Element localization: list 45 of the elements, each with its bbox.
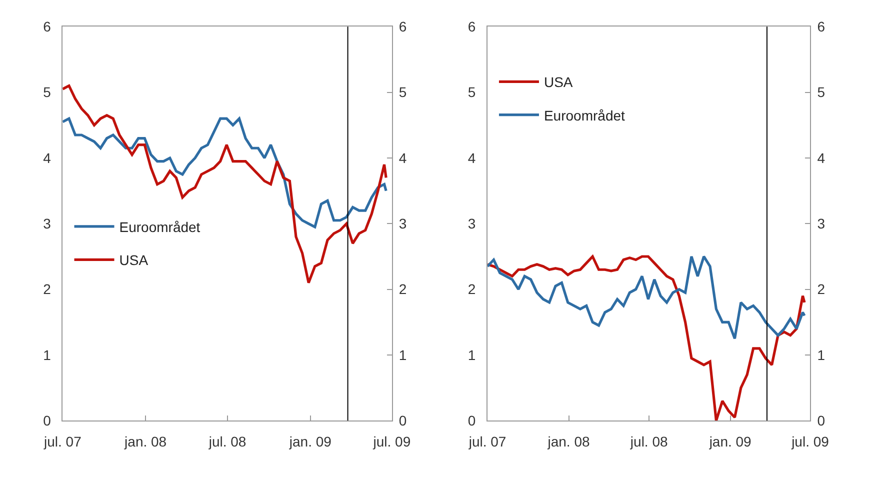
y2-tick-label: 0 — [43, 412, 52, 429]
y-tick-label: 4 — [398, 150, 407, 166]
y2-tick-label: 5 — [43, 84, 52, 100]
y2-tick-label: 4 — [468, 150, 476, 166]
y-tick-label: 3 — [817, 216, 826, 232]
y-tick-label: 1 — [398, 346, 407, 363]
y2-tick-label: 6 — [43, 18, 52, 35]
x-tick-label: jan. 08 — [124, 433, 167, 450]
line-series — [488, 255, 806, 340]
y-tick-label: 5 — [398, 84, 407, 100]
x-tick-label: jul. 07 — [468, 433, 506, 450]
x-tick-label: jul. 09 — [372, 433, 411, 450]
y-tick-label: 4 — [817, 150, 826, 166]
y2-tick-label: 0 — [468, 412, 476, 429]
x-tick-label: jan. 08 — [546, 433, 590, 450]
y-tick-label: 0 — [817, 412, 826, 429]
y-tick-label: 2 — [398, 281, 407, 298]
x-tick-label: jul. 09 — [790, 433, 830, 450]
y2-tick-label: 6 — [468, 18, 476, 35]
y-tick-label: 0 — [398, 412, 407, 429]
x-tick-label: jan. 09 — [288, 433, 332, 450]
legend-label: Euroområdet — [544, 107, 626, 124]
y2-tick-label: 3 — [43, 216, 52, 232]
legend-label: USA — [119, 252, 149, 268]
y-tick-label: 3 — [398, 216, 407, 232]
line-series — [488, 255, 806, 421]
y2-tick-label: 1 — [468, 346, 476, 363]
y2-tick-label: 2 — [43, 281, 52, 298]
y-tick-label: 6 — [398, 18, 407, 35]
y-tick-label: 1 — [817, 346, 826, 363]
y2-tick-label: 2 — [468, 281, 476, 298]
y-tick-label: 5 — [817, 84, 826, 100]
y-tick-label: 6 — [817, 18, 826, 35]
y2-tick-label: 1 — [43, 346, 52, 363]
x-tick-label: jan. 09 — [708, 433, 752, 450]
line-series — [62, 84, 388, 284]
legend-label: Euroområdet — [119, 218, 200, 235]
y2-tick-label: 3 — [468, 216, 476, 232]
x-tick-label: jul. 08 — [629, 433, 668, 450]
x-tick-label: jul. 08 — [208, 433, 246, 450]
y-tick-label: 2 — [817, 281, 826, 298]
y2-tick-label: 5 — [468, 84, 476, 100]
legend-label: USA — [544, 74, 574, 90]
y2-tick-label: 4 — [43, 150, 52, 166]
x-tick-label: jul. 07 — [43, 433, 82, 450]
